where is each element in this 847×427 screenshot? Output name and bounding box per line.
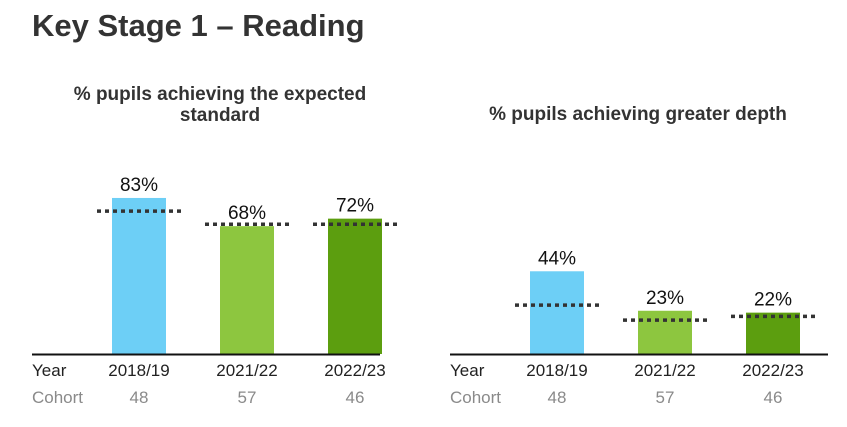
bar-2022-23 bbox=[746, 312, 800, 354]
year-value: 2021/22 bbox=[216, 361, 278, 380]
bar-2022-23 bbox=[328, 218, 382, 354]
cohort-value: 57 bbox=[655, 388, 675, 407]
cohort-value: 46 bbox=[345, 388, 365, 407]
year-label: Year bbox=[450, 361, 485, 380]
year-value: 2022/23 bbox=[324, 361, 386, 380]
chart-title: % pupils achieving greater depth bbox=[489, 104, 787, 125]
cohort-value: 48 bbox=[547, 388, 567, 407]
cohort-value: 46 bbox=[763, 388, 783, 407]
data-label: 44% bbox=[538, 248, 576, 269]
cohort-value: 57 bbox=[237, 388, 257, 407]
year-value: 2018/19 bbox=[108, 361, 170, 380]
expected-standard-chart: 83% 68% 72% bbox=[32, 175, 397, 356]
data-label: 22% bbox=[754, 290, 792, 311]
year-value: 2022/23 bbox=[742, 361, 804, 380]
bar-2018-19 bbox=[112, 197, 166, 354]
cohort-value: 48 bbox=[129, 388, 149, 407]
year-label: Year bbox=[32, 361, 67, 380]
greater-depth-chart: 44% 23% 22% bbox=[450, 248, 828, 356]
greater-depth-panel: % pupils achieving greater depth 44% 23% 2… bbox=[420, 0, 847, 427]
data-label: 68% bbox=[228, 203, 266, 224]
data-label: 72% bbox=[336, 196, 374, 217]
expected-standard-panel: % pupils achieving the expected standard… bbox=[0, 0, 420, 427]
year-value: 2018/19 bbox=[526, 361, 588, 380]
cohort-label: Cohort bbox=[450, 388, 502, 407]
cohort-label: Cohort bbox=[32, 388, 84, 407]
bar-2021-22 bbox=[220, 226, 274, 354]
year-value: 2021/22 bbox=[634, 361, 696, 380]
bar-2021-22 bbox=[638, 310, 692, 354]
data-label: 23% bbox=[646, 288, 684, 309]
chart-title: % pupils achieving the expected standard bbox=[73, 84, 367, 126]
page-title: Key Stage 1 – Reading bbox=[32, 8, 365, 43]
data-label: 83% bbox=[120, 175, 158, 196]
bar-2018-19 bbox=[530, 271, 584, 354]
